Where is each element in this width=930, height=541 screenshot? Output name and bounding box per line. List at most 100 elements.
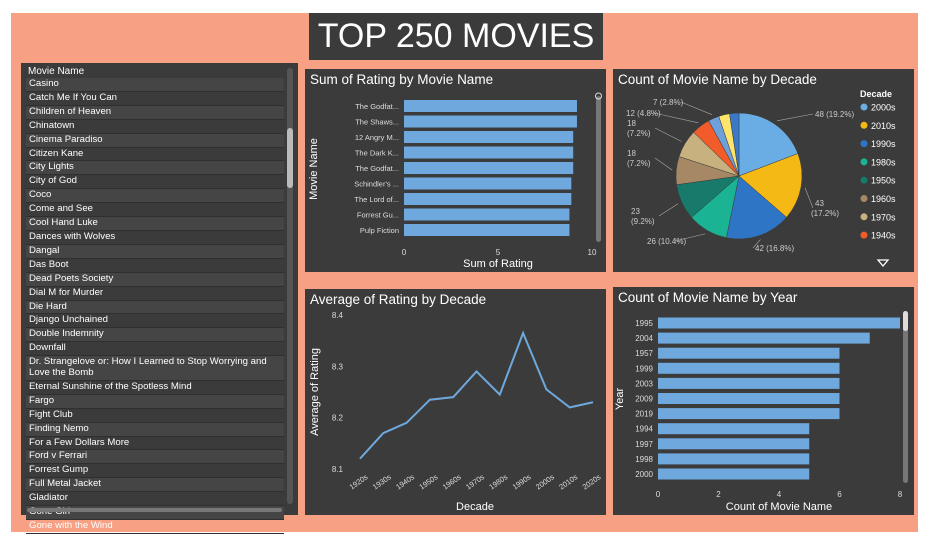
movie-list-item[interactable]: Gladiator	[26, 492, 284, 507]
scrollbar-thumb	[903, 311, 908, 331]
legend-item: 1940s	[871, 231, 896, 241]
pie-label-leader	[658, 203, 679, 217]
scrollbar-handle	[595, 92, 602, 100]
category-label: 12 Angry M...	[355, 133, 399, 142]
movie-list-item[interactable]: Dial M for Murder	[26, 287, 284, 301]
bar	[658, 317, 900, 329]
movie-list-item[interactable]: Django Unchained	[26, 314, 284, 329]
movie-list-item[interactable]: Citizen Kane	[26, 148, 284, 162]
movie-list-item[interactable]: Die Hard	[26, 300, 284, 315]
bar	[404, 131, 574, 143]
pie-data-label: (7.2%)	[627, 159, 651, 168]
pie-slice	[729, 112, 740, 177]
list-vertical-scrollbar[interactable]	[287, 68, 293, 504]
pie-label-leader	[653, 112, 699, 124]
movie-list-item[interactable]: Full Metal Jacket	[26, 478, 284, 493]
movie-list-item[interactable]: Come and See	[26, 203, 284, 218]
pie-data-label: 18	[627, 119, 636, 128]
x-tick-label: 1970s	[464, 472, 486, 491]
category-label: The Dark K...	[355, 149, 399, 158]
category-label: The Godfat...	[355, 102, 399, 111]
pie-label-leader	[654, 127, 682, 142]
y-tick-label: 8.4	[332, 311, 344, 320]
x-axis-label: Decade	[456, 501, 494, 513]
movie-list-item[interactable]: Dr. Strangelove or: How I Learned to Sto…	[26, 356, 284, 381]
category-label: 1957	[635, 349, 653, 358]
movie-list-item[interactable]: Eternal Sunshine of the Spotless Mind	[26, 381, 284, 395]
rating-by-movie-chart: The Godfat... The Shaws... 12 Angry M... Th…	[308, 92, 602, 270]
movie-list-item[interactable]: City Lights	[26, 161, 284, 176]
movie-list-item[interactable]: Chinatown	[26, 120, 284, 134]
pie-data-label: (9.2%)	[631, 217, 655, 226]
movie-list-item[interactable]: Double Indemnity	[26, 328, 284, 343]
movie-list-item[interactable]: Catch Me If You Can	[26, 92, 284, 106]
category-label: The Shaws...	[355, 118, 399, 127]
bar	[658, 332, 870, 344]
movie-name-slicer[interactable]: Movie Name Casino Catch Me If You Can Chil…	[21, 63, 298, 534]
movie-list-item[interactable]: City of God	[26, 175, 284, 190]
movie-list-item[interactable]: Coco	[26, 189, 284, 204]
x-tick-label: 4	[777, 490, 782, 499]
movie-list-item[interactable]: Cinema Paradiso	[26, 133, 284, 148]
pie-data-label: 48 (19.2%)	[815, 110, 854, 119]
x-tick-label: 2	[716, 490, 721, 499]
count-by-year-panel: Count of Movie Name by Year 1995 2004 1957…	[613, 287, 914, 515]
x-tick-label: 1950s	[418, 472, 440, 491]
avg-rating-by-decade-panel: Average of Rating by Decade 8.1 8.2 8.3 8.4…	[305, 289, 606, 515]
pie-slice	[738, 153, 803, 218]
legend-swatch	[860, 213, 868, 221]
x-tick-label: 10	[588, 248, 597, 257]
movie-list-item[interactable]: Forrest Gump	[26, 464, 284, 479]
category-label: Pulp Fiction	[360, 226, 399, 235]
movie-list-item[interactable]: Das Boot	[26, 259, 284, 273]
x-axis-label: Sum of Rating	[463, 258, 533, 270]
legend-swatch	[860, 121, 868, 129]
list-horizontal-scrollbar[interactable]	[27, 508, 282, 512]
pie-data-label: (7.2%)	[627, 129, 651, 138]
y-axis-label: Average of Rating	[309, 348, 321, 436]
pie-data-label: 43	[815, 199, 824, 208]
movie-list-item[interactable]: Fight Club	[26, 409, 284, 423]
movie-list-item[interactable]: Finding Nemo	[26, 422, 284, 437]
bar	[404, 162, 574, 174]
movie-list-item[interactable]: For a Few Dollars More	[26, 437, 284, 451]
x-tick-label: 5	[496, 248, 501, 257]
movie-list-item[interactable]: Dances with Wolves	[26, 231, 284, 245]
movie-list-item[interactable]: Dead Poets Society	[26, 272, 284, 287]
movie-list-header: Movie Name	[28, 66, 85, 77]
legend-swatch	[860, 195, 868, 202]
legend-more-arrow-icon[interactable]	[876, 259, 890, 268]
pie-label-leader	[654, 157, 673, 171]
y-axis-label: Movie Name	[308, 138, 320, 200]
bar	[404, 224, 570, 236]
pie-label-leader	[680, 101, 713, 115]
movie-list-item[interactable]: Fargo	[26, 394, 284, 409]
movie-list[interactable]: Casino Catch Me If You Can Children of Hea…	[26, 78, 284, 534]
legend-swatch	[860, 176, 868, 184]
movie-list-item[interactable]: Downfall	[26, 342, 284, 357]
movie-list-item[interactable]: Cool Hand Luke	[26, 217, 284, 231]
movie-list-item[interactable]: Casino	[26, 78, 284, 92]
chart-scrollbar	[903, 313, 908, 483]
count-by-year-title: Count of Movie Name by Year	[618, 290, 798, 305]
movie-list-item[interactable]: Gone with the Wind	[26, 520, 284, 534]
list-scroll-thumb[interactable]	[287, 128, 293, 188]
bar	[404, 100, 577, 112]
category-label: 1999	[635, 364, 653, 373]
movie-list-item[interactable]: Dangal	[26, 244, 284, 259]
category-label: 1995	[635, 319, 653, 328]
pie-slice	[738, 112, 799, 177]
bar	[658, 468, 810, 480]
movie-list-item[interactable]: Children of Heaven	[26, 105, 284, 120]
legend-item: 1970s	[871, 212, 896, 222]
category-label: 2004	[635, 334, 653, 343]
bar	[658, 347, 840, 359]
category-label: The Godfat...	[355, 164, 399, 173]
movie-list-item[interactable]: Ford v Ferrari	[26, 450, 284, 465]
pie-data-label: (17.2%)	[811, 209, 839, 218]
pie-data-label: 18	[627, 149, 636, 158]
legend-swatch	[860, 140, 868, 148]
x-tick-label: 8	[898, 490, 903, 499]
legend-swatch	[860, 231, 868, 239]
pie-label-leader	[804, 187, 814, 209]
